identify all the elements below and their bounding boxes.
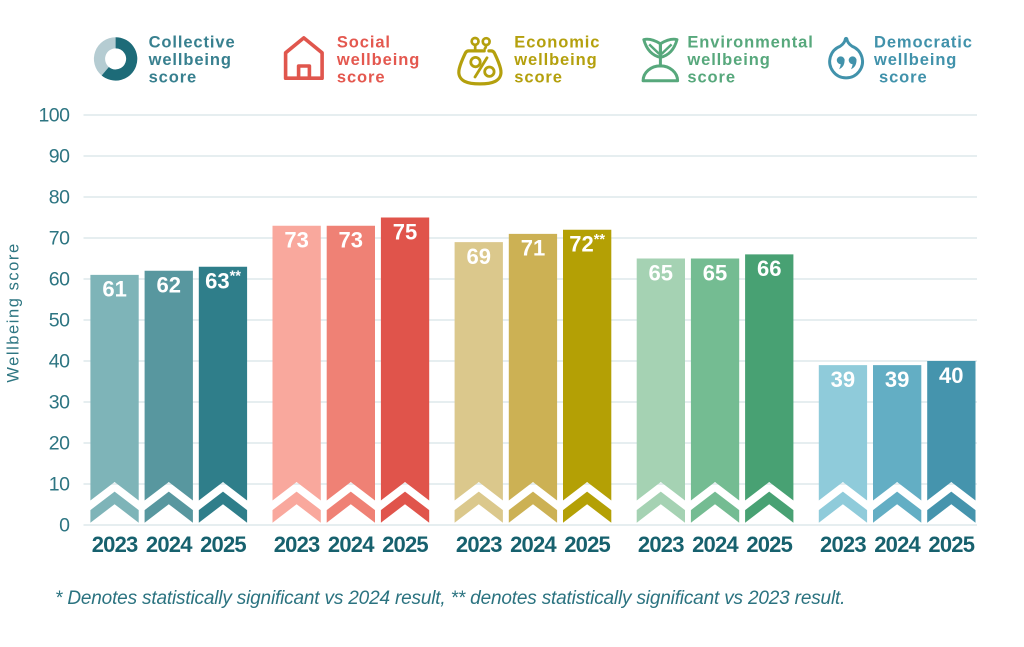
svg-text:80: 80 bbox=[49, 187, 70, 209]
svg-text:2025: 2025 bbox=[746, 532, 792, 557]
svg-text:2025: 2025 bbox=[382, 532, 428, 557]
svg-text:2024: 2024 bbox=[874, 532, 921, 557]
svg-text:75: 75 bbox=[393, 219, 417, 244]
svg-text:Wellbeing score: Wellbeing score bbox=[5, 242, 23, 382]
svg-text:wellbeing: wellbeing bbox=[686, 51, 770, 69]
svg-text:2024: 2024 bbox=[510, 532, 557, 557]
svg-text:40: 40 bbox=[939, 363, 963, 388]
svg-text:score: score bbox=[687, 69, 736, 87]
svg-text:69: 69 bbox=[467, 244, 491, 269]
svg-text:wellbeing: wellbeing bbox=[873, 51, 957, 69]
svg-text:66: 66 bbox=[757, 256, 781, 281]
svg-text:73: 73 bbox=[339, 228, 363, 253]
svg-text:71: 71 bbox=[521, 236, 545, 261]
svg-text:score: score bbox=[514, 69, 563, 87]
svg-text:Collective: Collective bbox=[149, 34, 236, 52]
svg-text:2023: 2023 bbox=[456, 532, 502, 557]
svg-text:62: 62 bbox=[157, 273, 181, 298]
svg-text:70: 70 bbox=[49, 228, 70, 250]
svg-text:2025: 2025 bbox=[200, 532, 246, 557]
svg-text:2023: 2023 bbox=[274, 532, 320, 557]
svg-text:50: 50 bbox=[49, 310, 70, 332]
svg-text:90: 90 bbox=[49, 146, 70, 168]
svg-text:39: 39 bbox=[885, 367, 909, 392]
svg-text:2024: 2024 bbox=[328, 532, 375, 557]
svg-text:2024: 2024 bbox=[146, 532, 193, 557]
svg-text:10: 10 bbox=[49, 474, 70, 496]
svg-text:39: 39 bbox=[831, 367, 855, 392]
svg-text:score: score bbox=[337, 69, 386, 87]
svg-text:Democratic: Democratic bbox=[874, 34, 973, 52]
svg-text:Environmental: Environmental bbox=[687, 34, 813, 52]
svg-text:2025: 2025 bbox=[928, 532, 974, 557]
svg-text:wellbeing: wellbeing bbox=[148, 51, 232, 69]
svg-text:65: 65 bbox=[703, 260, 727, 285]
svg-text:2023: 2023 bbox=[92, 532, 138, 557]
svg-text:score: score bbox=[879, 69, 928, 87]
svg-text:40: 40 bbox=[49, 351, 70, 373]
svg-text:73: 73 bbox=[284, 228, 308, 253]
svg-text:0: 0 bbox=[59, 515, 70, 537]
svg-text:2025: 2025 bbox=[564, 532, 610, 557]
svg-text:65: 65 bbox=[649, 260, 673, 285]
svg-text:wellbeing: wellbeing bbox=[336, 51, 420, 69]
svg-text:score: score bbox=[149, 69, 198, 87]
svg-text:2023: 2023 bbox=[820, 532, 866, 557]
svg-text:61: 61 bbox=[102, 277, 126, 302]
svg-text:2024: 2024 bbox=[692, 532, 739, 557]
svg-text:* Denotes statistically signif: * Denotes statistically significant vs 2… bbox=[55, 588, 845, 609]
svg-text:100: 100 bbox=[38, 105, 70, 127]
svg-text:Social: Social bbox=[337, 34, 391, 52]
svg-text:20: 20 bbox=[49, 433, 70, 455]
svg-text:30: 30 bbox=[49, 392, 70, 414]
svg-text:wellbeing: wellbeing bbox=[513, 51, 597, 69]
svg-text:Economic: Economic bbox=[514, 34, 600, 52]
svg-text:60: 60 bbox=[49, 269, 70, 291]
svg-text:2023: 2023 bbox=[638, 532, 684, 557]
